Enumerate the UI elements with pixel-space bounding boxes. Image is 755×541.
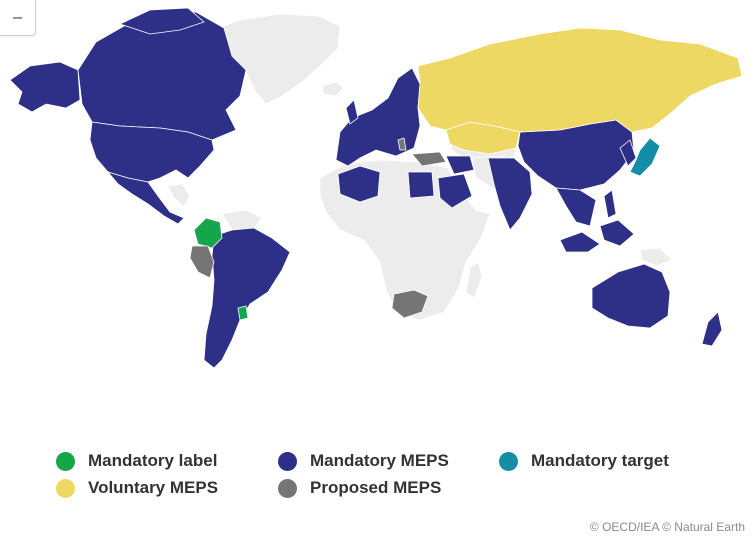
legend-item-mandatory-meps[interactable]: Mandatory MEPS [278, 451, 449, 471]
map-attribution[interactable]: © OECD/IEA © Natural Earth [589, 520, 745, 534]
legend-dot [278, 478, 297, 498]
legend-label: Proposed MEPS [310, 478, 442, 497]
world-map [9, 7, 743, 369]
mandatory-target-countries [629, 137, 661, 177]
zoom-out-button[interactable]: – [0, 0, 36, 36]
mandatory-label-countries [193, 217, 249, 321]
legend-dot [499, 451, 518, 471]
proposed-meps-countries [189, 137, 447, 319]
legend-dot [278, 451, 297, 471]
legend-dot [56, 451, 75, 471]
legend-item-voluntary-meps[interactable]: Voluntary MEPS [56, 478, 218, 498]
legend-item-mandatory-target[interactable]: Mandatory target [499, 451, 669, 471]
mandatory-meps-countries [9, 7, 723, 369]
legend-dot [56, 478, 75, 498]
legend-item-proposed-meps[interactable]: Proposed MEPS [278, 478, 441, 498]
map-legend: Mandatory label Mandatory MEPS Mandatory… [56, 451, 736, 505]
legend-item-mandatory-label[interactable]: Mandatory label [56, 451, 217, 471]
legend-label: Mandatory MEPS [310, 451, 449, 470]
legend-label: Voluntary MEPS [88, 478, 219, 497]
legend-label: Mandatory label [88, 451, 218, 470]
voluntary-meps-countries [417, 27, 743, 155]
legend-label: Mandatory target [531, 451, 669, 470]
